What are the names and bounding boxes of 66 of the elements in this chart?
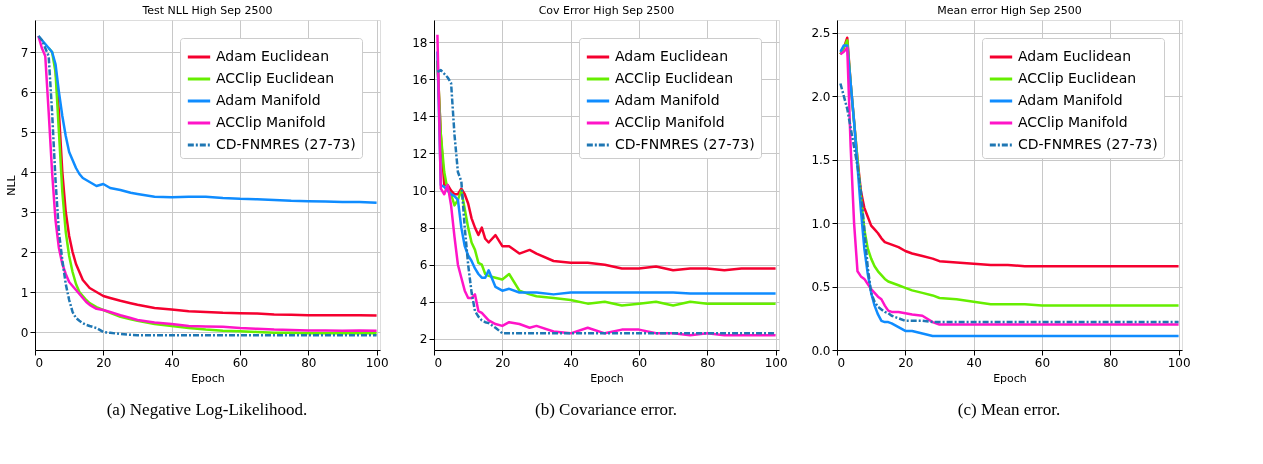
text: (c) Mean error. xyxy=(957,400,1061,419)
x-tick-label: 40 xyxy=(164,355,180,370)
legend-label: ACClip Euclidean xyxy=(615,70,734,86)
legend-label: CD-FNMRES (27-73) xyxy=(1018,136,1158,152)
y-tick-label: 1.0 xyxy=(811,216,831,231)
y-tick-label: 14 xyxy=(412,109,428,124)
legend-label: Adam Euclidean xyxy=(216,48,330,64)
x-axis-title: Epoch xyxy=(993,371,1027,385)
x-axis-title: Epoch xyxy=(191,371,225,385)
y-tick-label: 4 xyxy=(20,165,29,180)
legend-label: ACClip Euclidean xyxy=(216,70,335,86)
y-tick-label: 6 xyxy=(20,85,29,100)
chart-title: Mean error High Sep 2500 xyxy=(937,4,1082,17)
x-tick-label: 40 xyxy=(563,355,579,370)
legend-label: ACClip Euclidean xyxy=(1018,70,1137,86)
y-tick-label: 6 xyxy=(419,258,428,273)
y-tick-label: 7 xyxy=(20,45,29,60)
x-tick-label: 20 xyxy=(96,355,112,370)
legend-label: Adam Manifold xyxy=(1018,92,1123,108)
legend-label: Adam Manifold xyxy=(216,92,321,108)
legend-label: ACClip Manifold xyxy=(216,114,326,130)
y-tick-label: 5 xyxy=(20,125,29,140)
y-tick-label: 3 xyxy=(20,205,29,220)
x-tick-label: 20 xyxy=(898,355,914,370)
y-tick-label: 12 xyxy=(412,146,428,161)
x-tick-label: 100 xyxy=(764,355,788,370)
legend-label: Adam Euclidean xyxy=(1018,48,1132,64)
legend-label: ACClip Manifold xyxy=(1018,114,1128,130)
x-tick-label: 20 xyxy=(495,355,511,370)
y-tick-label: 0.0 xyxy=(811,343,831,358)
x-tick-label: 0 xyxy=(434,355,443,370)
x-tick-label: 60 xyxy=(631,355,648,370)
y-tick-label: 2.5 xyxy=(811,26,831,41)
chart-title: Cov Error High Sep 2500 xyxy=(538,4,675,17)
legend-label: CD-FNMRES (27-73) xyxy=(216,136,356,152)
y-tick-label: 8 xyxy=(419,221,428,236)
x-tick-label: 60 xyxy=(232,355,249,370)
y-axis-title: NLL xyxy=(4,174,18,196)
y-tick-label: 0.5 xyxy=(811,280,831,295)
y-tick-label: 1.5 xyxy=(811,153,831,168)
x-tick-label: 40 xyxy=(966,355,982,370)
y-tick-label: 2.0 xyxy=(811,89,831,104)
legend-label: CD-FNMRES (27-73) xyxy=(615,136,755,152)
legend-label: ACClip Manifold xyxy=(615,114,725,130)
x-tick-label: 100 xyxy=(365,355,389,370)
text: (b) Covariance error. xyxy=(534,400,678,419)
x-tick-label: 0 xyxy=(837,355,846,370)
x-tick-label: 80 xyxy=(301,355,317,370)
x-tick-label: 80 xyxy=(1103,355,1119,370)
x-axis-title: Epoch xyxy=(590,371,624,385)
y-tick-label: 4 xyxy=(419,295,428,310)
legend-label: Adam Euclidean xyxy=(615,48,729,64)
x-tick-label: 80 xyxy=(700,355,716,370)
chart-title: Test NLL High Sep 2500 xyxy=(141,4,273,17)
x-tick-label: 0 xyxy=(35,355,44,370)
y-tick-label: 16 xyxy=(412,72,428,87)
y-tick-label: 0 xyxy=(20,325,29,340)
y-tick-label: 10 xyxy=(412,184,428,199)
y-tick-label: 2 xyxy=(20,245,29,260)
y-tick-label: 2 xyxy=(419,332,428,347)
legend-label: Adam Manifold xyxy=(615,92,720,108)
y-tick-label: 18 xyxy=(412,35,428,50)
text: (a) Negative Log-Likelihood. xyxy=(106,400,308,419)
x-tick-label: 60 xyxy=(1034,355,1051,370)
x-tick-label: 100 xyxy=(1167,355,1191,370)
y-tick-label: 1 xyxy=(20,285,29,300)
